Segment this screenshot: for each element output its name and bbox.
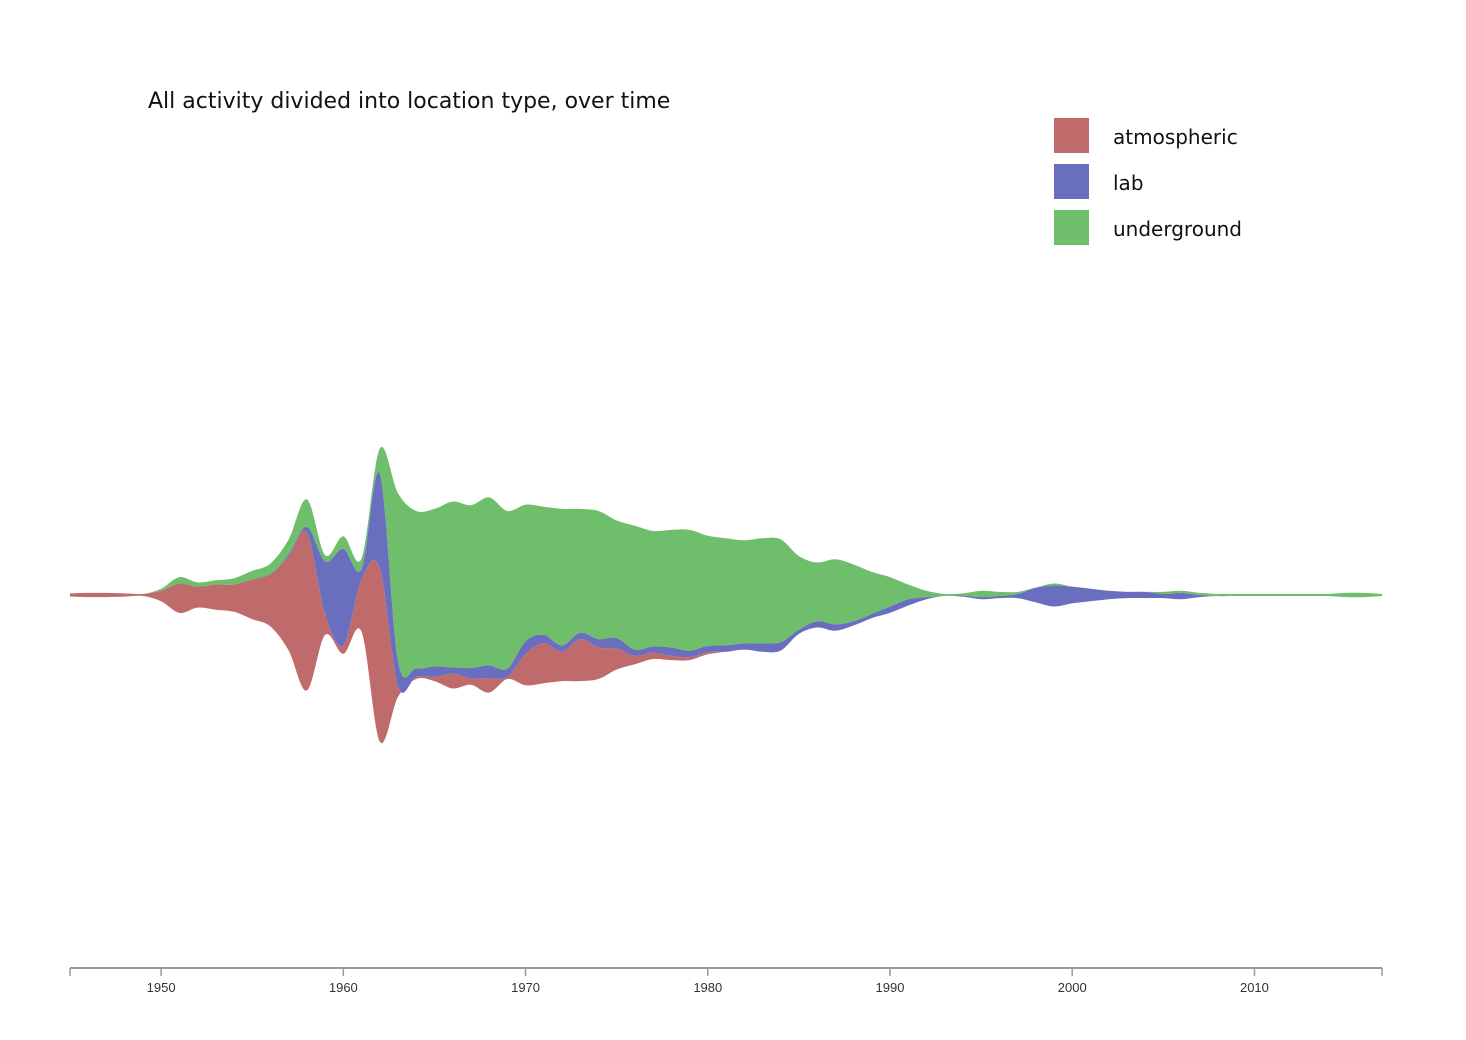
x-tick-label: 2010 <box>1240 980 1269 995</box>
x-tick-label: 2000 <box>1058 980 1087 995</box>
legend-swatch-atmospheric <box>1054 118 1089 153</box>
stream-underground <box>70 446 1382 678</box>
chart-title: All activity divided into location type,… <box>148 89 670 114</box>
stream-layers <box>70 446 1382 744</box>
x-tick-label: 1990 <box>876 980 905 995</box>
x-tick-label: 1980 <box>693 980 722 995</box>
legend-swatch-lab <box>1054 164 1089 199</box>
legend-label-lab: lab <box>1113 171 1144 195</box>
legend-label-atmospheric: atmospheric <box>1113 125 1238 149</box>
stream-atmospheric <box>70 530 1382 744</box>
stream-lab <box>70 472 1382 693</box>
legend: atmospheric lab underground <box>1054 118 1242 245</box>
x-tick-label: 1950 <box>147 980 176 995</box>
x-tick-label: 1960 <box>329 980 358 995</box>
legend-swatch-underground <box>1054 210 1089 245</box>
legend-label-underground: underground <box>1113 217 1242 241</box>
x-tick-label: 1970 <box>511 980 540 995</box>
x-axis: 1950 1960 1970 1980 1990 2000 2010 <box>69 967 1383 995</box>
